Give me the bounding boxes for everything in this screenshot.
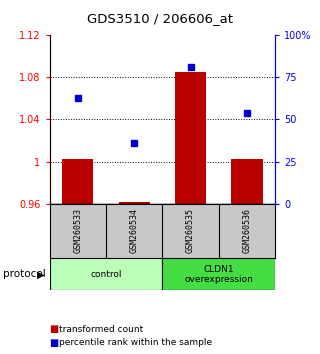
Text: percentile rank within the sample: percentile rank within the sample: [59, 338, 212, 347]
Bar: [50, 258, 162, 290]
Bar: [175, 72, 206, 204]
Text: CLDN1
overexpression: CLDN1 overexpression: [184, 265, 253, 284]
Text: protocol: protocol: [3, 269, 46, 279]
Bar: [119, 202, 150, 204]
Text: GSM260536: GSM260536: [243, 209, 252, 253]
Text: ■: ■: [50, 338, 59, 348]
Bar: [62, 159, 93, 204]
Text: GSM260534: GSM260534: [130, 209, 139, 253]
Bar: [162, 258, 275, 290]
Text: ■: ■: [50, 324, 59, 334]
Text: GSM260533: GSM260533: [73, 209, 82, 253]
Text: transformed count: transformed count: [59, 325, 143, 334]
Text: GSM260535: GSM260535: [186, 209, 195, 253]
Text: GDS3510 / 206606_at: GDS3510 / 206606_at: [87, 12, 233, 25]
Text: control: control: [90, 270, 122, 279]
Text: ▶: ▶: [37, 269, 44, 279]
Bar: [231, 159, 262, 204]
